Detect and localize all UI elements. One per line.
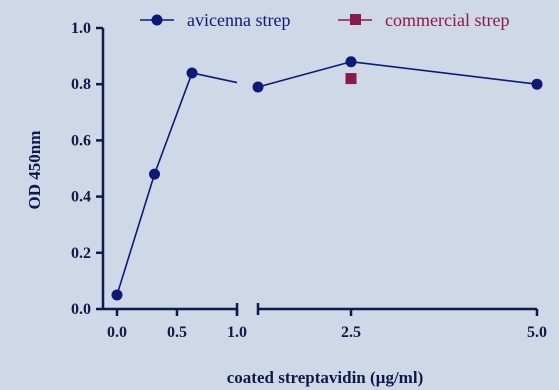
y-tick-label: 0.0 xyxy=(71,301,91,318)
y-axis-title: OD 450nm xyxy=(25,131,44,210)
x-tick-label: 2.5 xyxy=(341,324,361,341)
data-point-avicenna xyxy=(186,67,198,79)
data-point-avicenna xyxy=(149,168,160,180)
series-line-segment xyxy=(116,173,156,296)
x-tick-label: 0.0 xyxy=(107,324,127,341)
y-tick-label: 0.2 xyxy=(71,245,91,262)
x-tick-label: 1.0 xyxy=(227,324,247,341)
data-point-avicenna xyxy=(345,56,357,68)
y-tick-label: 1.0 xyxy=(71,20,91,37)
series-line-segment xyxy=(191,72,238,84)
x-axis-title: coated streptavidin (µg/ml) xyxy=(227,368,423,387)
data-point-avicenna xyxy=(252,81,264,93)
data-point-avicenna xyxy=(531,78,543,90)
legend-commercial-marker xyxy=(350,14,361,25)
series-line-segment xyxy=(257,60,352,88)
legend-commercial-label: commercial strep xyxy=(385,10,509,30)
x-tick-label: 5.0 xyxy=(527,324,547,341)
series-line-segment xyxy=(350,60,538,85)
legend: avicenna strep commercial strep xyxy=(140,10,509,30)
legend-avicenna-label: avicenna strep xyxy=(187,10,290,30)
data-point-commercial xyxy=(345,73,357,85)
y-tick-label: 0.4 xyxy=(71,189,91,206)
y-tick-label: 0.6 xyxy=(71,132,91,149)
y-tick-label: 0.8 xyxy=(71,76,91,93)
axes: 0.0 0.2 0.4 0.6 0.8 1.0 0.0 0.5 1.0 2.5 5.0 xyxy=(71,20,547,341)
data-point-avicenna xyxy=(111,289,123,301)
series-line-segment xyxy=(153,72,193,175)
plot-area xyxy=(111,56,543,301)
x-tick-label: 0.5 xyxy=(167,324,187,341)
legend-avicenna-marker xyxy=(151,14,163,26)
